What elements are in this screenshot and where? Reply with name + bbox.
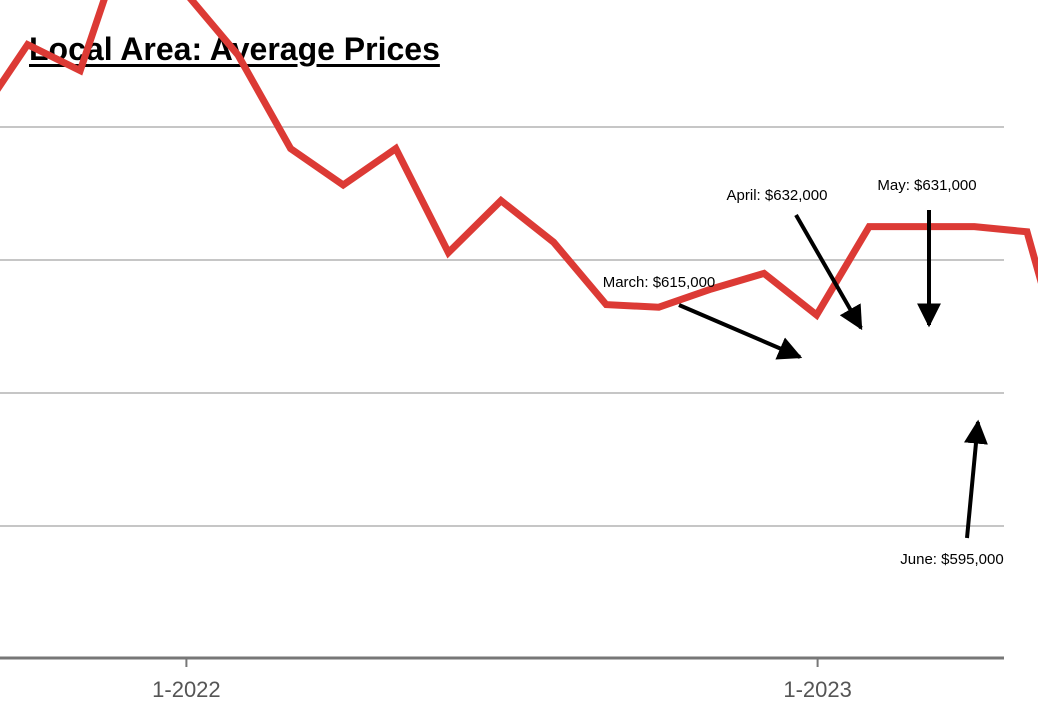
- x-axis: 1-2022 1-2023: [0, 656, 1004, 702]
- x-tick-label-2: 1-2023: [783, 677, 852, 702]
- series-layer: [0, 0, 1038, 321]
- annotation-label-2023-05: May: $631,000: [877, 177, 976, 194]
- annotations: March: $615,000 April: $632,000 May: $631,…: [603, 177, 1004, 568]
- annotation-arrow-2023-04: [794, 214, 863, 331]
- annotation-arrow-2023-06: [964, 419, 988, 539]
- annotation-arrow-2023-03: [678, 303, 803, 360]
- series-line: [0, 0, 1038, 321]
- x-tick-label-1: 1-2022: [152, 677, 221, 702]
- gridlines: [0, 126, 1004, 527]
- annotation-label-2023-06: June: $595,000: [900, 551, 1003, 568]
- annotation-label-2023-04: April: $632,000: [727, 187, 828, 204]
- annotation-label-2023-03: March: $615,000: [603, 274, 716, 291]
